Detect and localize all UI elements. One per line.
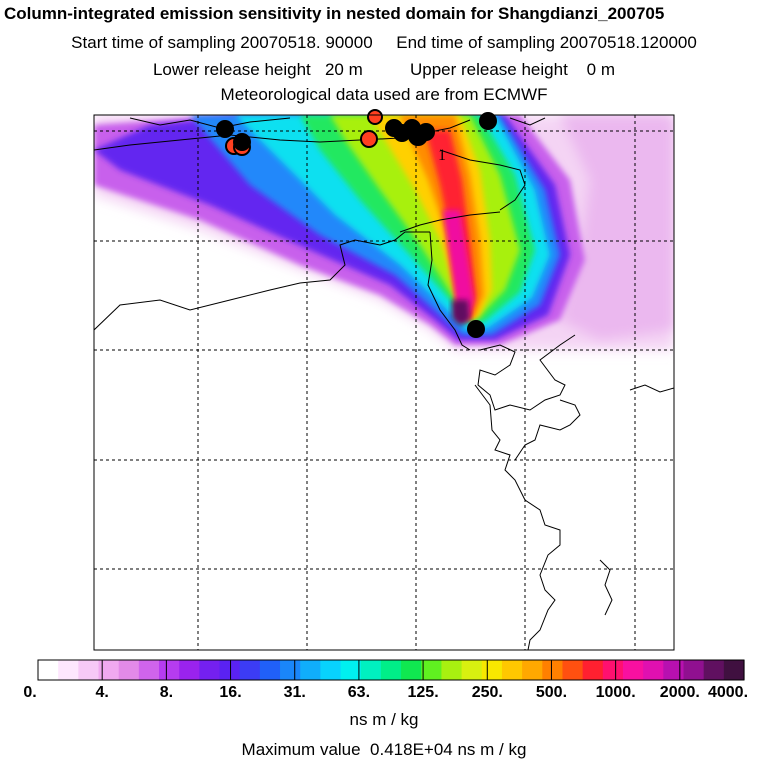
colorbar-tick-label: 500. — [535, 684, 568, 701]
colorbar-swatch — [461, 660, 483, 680]
sensitivity-field — [94, 115, 674, 350]
colorbar-swatch — [542, 660, 564, 680]
colorbar-tick-label: 63. — [347, 684, 371, 701]
colorbar-swatch — [723, 660, 745, 680]
colorbar-swatch — [421, 660, 443, 680]
colorbar-tick-label: 0. — [23, 684, 37, 701]
colorbar-tick-label: 2000. — [659, 684, 700, 701]
map-title: Column-integrated emission sensitivity i… — [4, 4, 665, 23]
colorbar-swatch — [199, 660, 221, 680]
station-marker-red — [360, 130, 378, 148]
colorbar-swatch — [562, 660, 584, 680]
colorbar-swatch — [179, 660, 200, 680]
colorbar-swatch — [703, 660, 725, 680]
station-marker-black — [216, 120, 234, 138]
colorbar-swatch — [280, 660, 301, 680]
colorbar-tick-label: 125. — [407, 684, 439, 701]
receptor-marker — [467, 320, 485, 338]
colorbar-swatch — [380, 660, 402, 680]
colorbar-tick-label: 8. — [159, 684, 174, 701]
colorbar-tick-label: 1000. — [595, 684, 636, 701]
colorbar-swatch — [340, 660, 362, 680]
colorbar-tick-label: 4. — [95, 684, 109, 701]
meteorological-data-line: Meteorological data used are from ECMWF — [220, 85, 548, 104]
colorbar-swatch — [643, 660, 664, 680]
colorbar-tick-label: 4000. — [707, 684, 749, 701]
colorbar-swatch — [239, 660, 261, 680]
colorbar-frame — [37, 659, 745, 681]
plume-label: 1 — [438, 147, 446, 164]
colorbar-swatch — [259, 660, 281, 680]
colorbar-swatch — [441, 660, 463, 680]
colorbar-swatch — [360, 660, 382, 680]
station-marker-black — [479, 112, 497, 130]
colorbar-swatch — [501, 660, 523, 680]
colorbar — [38, 660, 745, 680]
colorbar-swatch — [300, 660, 321, 680]
sampling-time-line: Start time of sampling 20070518. 90000 E… — [71, 33, 697, 52]
station-marker-black — [417, 123, 435, 141]
colorbar-swatch — [522, 660, 543, 680]
lat-lon-grid — [94, 115, 674, 650]
colorbar-units: ns m / kg — [349, 710, 419, 729]
release-height-line: Lower release height 20 m Upper release … — [152, 60, 616, 79]
colorbar-swatch — [58, 660, 79, 680]
colorbar-swatch — [98, 660, 120, 680]
colorbar-swatch — [38, 660, 59, 680]
colorbar-tick-label: 16. — [219, 684, 242, 701]
map-frame — [93, 114, 675, 651]
colorbar-swatch — [159, 660, 180, 680]
colorbar-swatch — [622, 660, 644, 680]
station-marker-black — [233, 133, 251, 151]
colorbar-swatch — [78, 660, 100, 680]
colorbar-swatch — [320, 660, 342, 680]
colorbar-swatch — [138, 660, 160, 680]
colorbar-swatch — [683, 660, 705, 680]
maximum-value-text: Maximum value 0.418E+04 ns m / kg — [241, 740, 527, 759]
station-markers — [216, 109, 497, 338]
colorbar-swatch — [663, 660, 685, 680]
colorbar-tick-label: 31. — [283, 684, 306, 701]
colorbar-swatch — [219, 660, 241, 680]
colorbar-swatch — [118, 660, 140, 680]
colorbar-swatch — [481, 660, 503, 680]
colorbar-swatch — [602, 660, 624, 680]
colorbar-swatch — [582, 660, 604, 680]
station-marker-red — [367, 109, 383, 125]
colorbar-tick-label: 250. — [471, 684, 503, 701]
colorbar-swatch — [401, 660, 422, 680]
